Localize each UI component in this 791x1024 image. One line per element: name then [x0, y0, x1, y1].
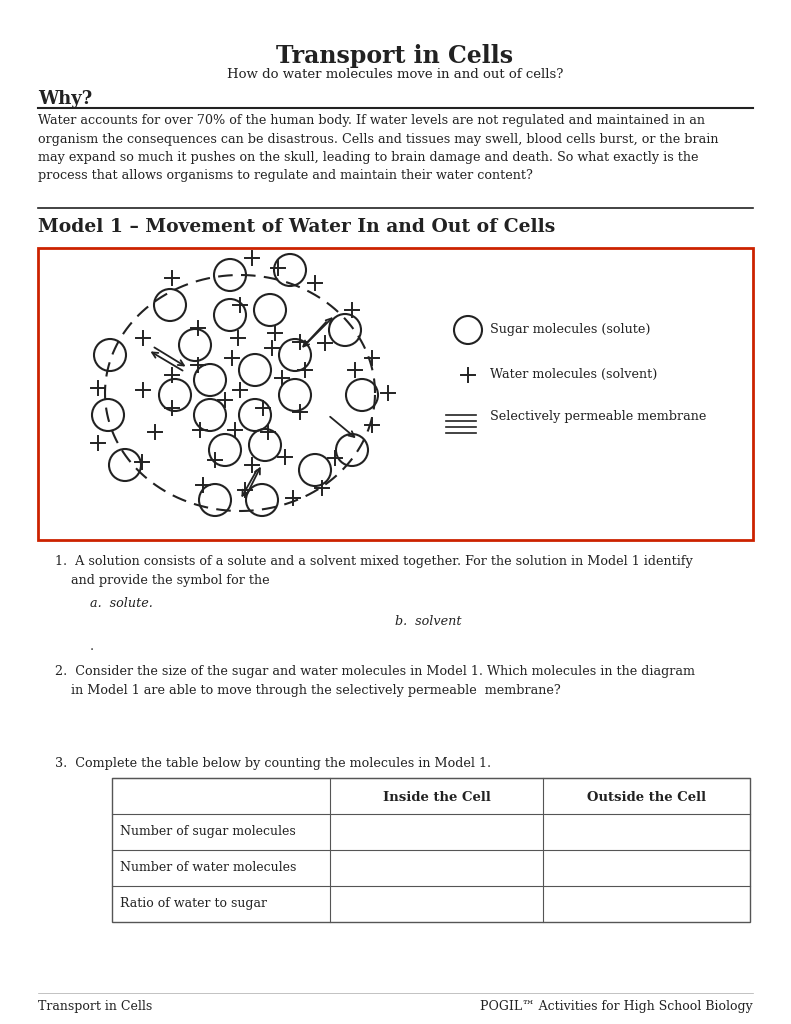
Text: Inside the Cell: Inside the Cell	[383, 791, 490, 804]
Text: Transport in Cells: Transport in Cells	[276, 44, 513, 68]
Bar	[38, 248, 753, 540]
Text: b.  solvent: b. solvent	[395, 615, 461, 628]
Text: Sugar molecules (solute): Sugar molecules (solute)	[490, 323, 650, 336]
Text: 2.  Consider the size of the sugar and water molecules in Model 1. Which molecul: 2. Consider the size of the sugar and wa…	[55, 665, 695, 697]
Text: 1.  A solution consists of a solute and a solvent mixed together. For the soluti: 1. A solution consists of a solute and a…	[55, 555, 693, 587]
Text: 3.  Complete the table below by counting the molecules in Model 1.: 3. Complete the table below by counting …	[55, 757, 491, 770]
Bar	[112, 778, 750, 922]
Text: How do water molecules move in and out of cells?: How do water molecules move in and out o…	[227, 68, 563, 81]
Text: Why?: Why?	[38, 90, 92, 108]
Text: Outside the Cell: Outside the Cell	[587, 791, 706, 804]
Text: Selectively permeable membrane: Selectively permeable membrane	[490, 410, 706, 423]
Text: Ratio of water to sugar: Ratio of water to sugar	[120, 897, 267, 910]
Text: .: .	[90, 640, 94, 653]
Text: a.  solute.: a. solute.	[90, 597, 153, 610]
Text: Number of sugar molecules: Number of sugar molecules	[120, 825, 296, 838]
Text: Water molecules (solvent): Water molecules (solvent)	[490, 368, 657, 381]
Text: Water accounts for over 70% of the human body. If water levels are not regulated: Water accounts for over 70% of the human…	[38, 114, 718, 182]
Text: Number of water molecules: Number of water molecules	[120, 861, 297, 874]
Text: Transport in Cells: Transport in Cells	[38, 1000, 152, 1013]
Text: Model 1 – Movement of Water In and Out of Cells: Model 1 – Movement of Water In and Out o…	[38, 218, 555, 236]
Text: POGIL™ Activities for High School Biology: POGIL™ Activities for High School Biolog…	[480, 1000, 753, 1013]
